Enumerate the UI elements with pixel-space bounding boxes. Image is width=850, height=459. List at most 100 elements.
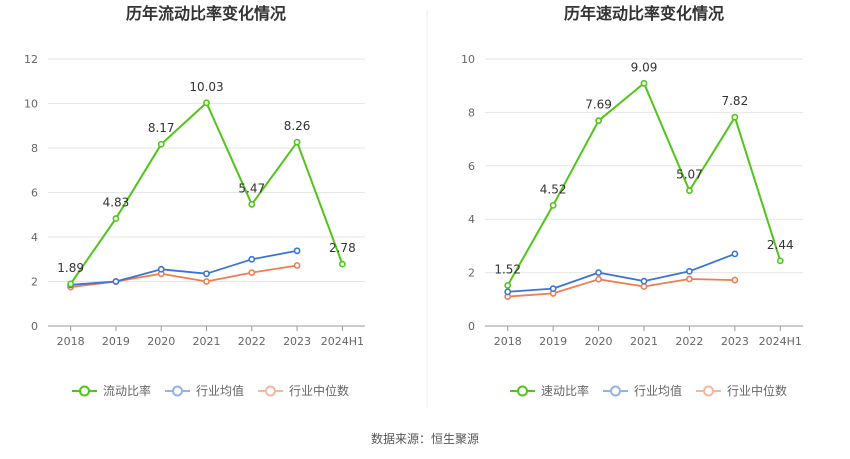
- y-tick-label: 0: [31, 320, 38, 333]
- series-line: [507, 253, 736, 293]
- y-tick-label: 4: [31, 231, 38, 244]
- data-point: [640, 79, 648, 87]
- y-tick-label: 10: [24, 98, 38, 111]
- data-point: [112, 278, 120, 285]
- chart-title: 历年速动比率变化情况: [564, 4, 724, 23]
- data-point: [549, 201, 557, 209]
- legend-label: 流动比率: [103, 383, 151, 398]
- data-point: [731, 250, 739, 258]
- data-label: 1.52: [494, 262, 521, 276]
- data-label: 2.78: [329, 241, 356, 255]
- data-point: [776, 257, 784, 265]
- data-label: 2.44: [767, 238, 794, 252]
- x-tick-label: 2024H1: [759, 335, 802, 348]
- data-point: [338, 260, 346, 268]
- data-point: [248, 255, 256, 263]
- x-tick-label: 2022: [675, 335, 703, 348]
- data-label: 7.69: [585, 98, 612, 112]
- data-point: [203, 99, 210, 107]
- data-label: 5.07: [676, 168, 703, 182]
- data-point: [731, 113, 739, 121]
- x-tick-label: 2022: [238, 335, 266, 348]
- data-point: [293, 262, 301, 269]
- legend-marker: [517, 385, 528, 397]
- data-label: 4.83: [103, 196, 130, 210]
- data-label: 1.89: [57, 261, 84, 275]
- y-tick-label: 2: [31, 276, 38, 289]
- x-tick-label: 2023: [283, 335, 311, 348]
- data-point: [157, 265, 165, 273]
- data-point: [686, 275, 693, 283]
- legend-label: 行业均值: [634, 383, 682, 398]
- x-tick-label: 2019: [539, 335, 567, 348]
- legend-item: 速动比率: [510, 383, 589, 398]
- series-line: [507, 278, 735, 298]
- data-label: 5.47: [238, 181, 265, 195]
- x-tick-label: 2020: [147, 335, 175, 348]
- data-point: [595, 117, 602, 125]
- legend-marker: [172, 385, 183, 397]
- data-point: [640, 277, 648, 285]
- data-point: [686, 187, 693, 195]
- x-tick-label: 2021: [630, 335, 658, 348]
- legend-label: 行业均值: [196, 383, 244, 398]
- data-label: 8.26: [284, 119, 311, 133]
- data-label: 10.03: [189, 80, 223, 94]
- data-point: [112, 215, 120, 222]
- y-tick-label: 10: [461, 53, 475, 66]
- data-label: 8.17: [148, 121, 175, 135]
- data-label: 4.52: [540, 182, 567, 196]
- legend-marker: [79, 385, 90, 397]
- legend-label: 行业中位数: [727, 383, 787, 398]
- y-tick-label: 2: [468, 267, 475, 280]
- legend-item: 行业均值: [603, 383, 682, 398]
- data-point: [640, 283, 648, 290]
- legend-label: 行业中位数: [289, 383, 349, 398]
- legend-item: 流动比率: [72, 383, 151, 398]
- data-point: [595, 275, 602, 283]
- data-point: [248, 269, 256, 276]
- legend-item: 行业均值: [165, 383, 244, 398]
- x-tick-label: 2021: [193, 335, 221, 348]
- data-label: 7.82: [721, 94, 748, 108]
- legend: 速动比率 行业均值 行业中位数: [510, 383, 787, 398]
- x-tick-label: 2018: [57, 335, 85, 348]
- data-point: [686, 267, 693, 275]
- data-label: 9.09: [631, 60, 658, 74]
- data-point: [504, 282, 512, 289]
- legend-item: 行业中位数: [696, 383, 787, 398]
- data-point: [549, 285, 557, 293]
- data-point: [203, 278, 210, 285]
- chart-title: 历年流动比率变化情况: [126, 4, 286, 23]
- legend-marker: [265, 385, 276, 397]
- data-point: [67, 280, 75, 288]
- data-point: [248, 200, 256, 208]
- data-point: [157, 140, 165, 148]
- y-tick-label: 8: [468, 106, 475, 119]
- x-tick-label: 2024H1: [321, 335, 364, 348]
- x-tick-label: 2018: [494, 335, 522, 348]
- source-note: 数据来源：恒生聚源: [371, 431, 479, 446]
- legend-marker: [610, 385, 621, 397]
- y-tick-label: 0: [468, 320, 475, 333]
- series-line: [70, 264, 298, 288]
- data-point: [203, 270, 210, 278]
- series-line: [70, 249, 298, 286]
- y-tick-label: 6: [31, 187, 38, 200]
- x-tick-label: 2019: [102, 335, 130, 348]
- current-ratio-chart: 历年流动比率变化情况 0 2 4 6 8 10 12 2018 2019 2020 2021 2022 2…: [24, 4, 365, 398]
- data-point: [504, 288, 512, 296]
- x-tick-label: 2020: [585, 335, 613, 348]
- quick-ratio-chart: 历年速动比率变化情况 0 2 4 6 8 10 2018 2019 2020 2021 2022 202…: [461, 4, 803, 398]
- y-tick-label: 6: [468, 160, 475, 173]
- legend: 流动比率 行业均值 行业中位数: [72, 383, 349, 398]
- data-point: [293, 138, 301, 146]
- y-tick-label: 8: [31, 142, 38, 155]
- data-point: [293, 247, 301, 255]
- legend-marker: [703, 385, 714, 397]
- legend-item: 行业中位数: [258, 383, 349, 398]
- data-point: [595, 269, 602, 276]
- y-tick-label: 4: [468, 213, 475, 226]
- legend-label: 速动比率: [541, 383, 589, 398]
